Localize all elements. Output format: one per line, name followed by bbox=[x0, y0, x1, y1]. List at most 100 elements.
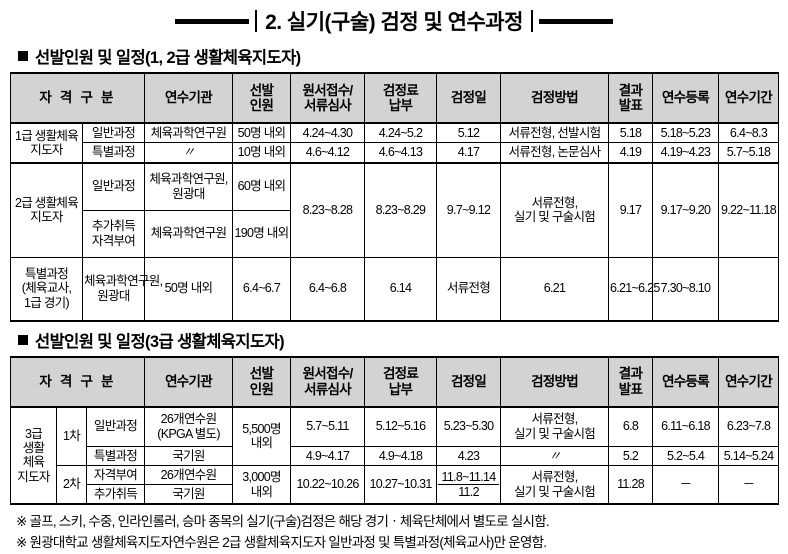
group-label-level2-line1: 2급 생활체육 bbox=[14, 195, 79, 210]
exam-date-secondary: 11.2 bbox=[458, 485, 479, 499]
quota-line1: 5,500명 bbox=[242, 421, 281, 436]
group-label-level3: 3급 생활 체육 지도자 bbox=[10, 406, 57, 505]
col-institution: 연수기관 bbox=[144, 356, 234, 408]
register-period: 5.2~5.4 bbox=[652, 445, 720, 466]
training-period: 5.14~5.24 bbox=[718, 445, 780, 466]
quota-line1: 3,000명 bbox=[242, 470, 281, 485]
square-bullet-icon bbox=[18, 334, 28, 345]
group-label-level3-line3: 체육 bbox=[22, 455, 45, 470]
col-exam-date: 검정일 bbox=[436, 356, 502, 408]
stage-label-2: 2차 bbox=[56, 464, 87, 505]
course-name: 일반과정 bbox=[82, 161, 145, 211]
col-period: 연수기간 bbox=[718, 356, 780, 408]
page-title-text: 2. 실기(구술) 검정 및 연수과정 bbox=[265, 11, 523, 34]
course-name: 특별과정 bbox=[82, 142, 145, 163]
col-exam-method: 검정방법 bbox=[500, 356, 610, 408]
col-exam-method: 검정방법 bbox=[500, 72, 609, 124]
col-exam-date: 검정일 bbox=[436, 72, 501, 124]
institution: 26개연수원 (KPGA 별도) bbox=[144, 406, 234, 447]
exam-method: 서류전형, 실기 및 구술시험 bbox=[500, 464, 610, 505]
exam-date: 5.23~5.30 bbox=[436, 406, 502, 447]
table-row: 3급 생활 체육 지도자 1차 일반과정 26개연수원 (KPGA 별도) 5,… bbox=[10, 406, 780, 505]
col-result-line1: 결과 bbox=[618, 366, 643, 382]
result-date: 9.17 bbox=[608, 161, 653, 258]
training-period: 9.22~11.18 bbox=[718, 161, 779, 258]
section-heading-1: 선발인원 및 일정(1, 2급 생활체육지도자) bbox=[18, 44, 778, 68]
exam-method: 서류전형, 선발시험 bbox=[500, 122, 609, 144]
col-quota-line1: 선발 bbox=[249, 82, 274, 98]
fee-period: 10.27~10.31 bbox=[364, 464, 438, 505]
application-period: 4.9~4.17 bbox=[290, 445, 366, 466]
training-period: 6.23~7.8 bbox=[718, 406, 780, 447]
exam-date: 6.14 bbox=[364, 256, 437, 321]
course-name: 특별과정 (체육교사, 1급 경기) bbox=[10, 256, 83, 321]
table-row: 2급 생활체육 지도자 일반과정 체육과학연구원, 원광대 60명 내외 8.2… bbox=[10, 161, 779, 258]
col-fee-line2: 납부 bbox=[388, 381, 413, 397]
quota: 50명 내외 bbox=[232, 122, 291, 144]
institution-line2: 원광대 bbox=[172, 186, 205, 201]
document-page: 2. 실기(구술) 검정 및 연수과정 선발인원 및 일정(1, 2급 생활체육… bbox=[9, 0, 780, 550]
register-period: － bbox=[652, 464, 720, 505]
exam-date: 9.7~9.12 bbox=[436, 161, 501, 258]
quota: 5,500명 내외 bbox=[232, 406, 292, 466]
col-register: 연수등록 bbox=[652, 356, 720, 408]
table-row: 2차 자격부여 26개연수원 3,000명 내외 10.22~10.26 10.… bbox=[11, 464, 780, 505]
page-title: 2. 실기(구술) 검정 및 연수과정 bbox=[10, 0, 778, 38]
col-quota-line1: 선발 bbox=[249, 366, 274, 382]
exam-method-line2: 실기 및 구술시험 bbox=[513, 426, 596, 441]
course-name: 추가취득 bbox=[85, 484, 146, 505]
course-name-line3: 1급 경기) bbox=[24, 295, 70, 310]
course-name-line2: 자격부여 bbox=[91, 233, 136, 248]
exam-date: 4.17 bbox=[436, 142, 501, 163]
institution: 체육과학연구원, 원광대 bbox=[82, 256, 163, 321]
title-bracket-right bbox=[530, 10, 533, 32]
result-date: 5.18 bbox=[608, 122, 653, 144]
exam-method: 서류전형, 논문심사 bbox=[500, 142, 609, 163]
col-quota: 선발 인원 bbox=[232, 356, 292, 408]
table-header-row: 자 격 구 분 연수기관 선발 인원 원서접수/ 서류심사 검정료 납부 검정일… bbox=[10, 72, 779, 124]
institution-line2: 원광대 bbox=[97, 288, 130, 303]
exam-date-split: 11.8~11.14 11.2 bbox=[436, 464, 502, 505]
group-label-level1-line1: 1급 생활체육 bbox=[14, 128, 79, 143]
table-row: 1급 생활체육 지도자 일반과정 체육과학연구원 50명 내외 4.24~4.3… bbox=[10, 122, 779, 163]
exam-method-line1: 서류전형, bbox=[531, 412, 579, 427]
application-period: 8.23~8.28 bbox=[290, 161, 365, 258]
stage-label-1: 1차 bbox=[56, 406, 87, 466]
exam-method-ditto: 〃 bbox=[500, 445, 610, 466]
col-fee: 검정료 납부 bbox=[364, 72, 437, 124]
exam-method: 서류전형, 실기 및 구술시험 bbox=[500, 161, 609, 258]
col-quota-line2: 인원 bbox=[249, 98, 274, 113]
schedule-table-level1-2: 자 격 구 분 연수기관 선발 인원 원서접수/ 서류심사 검정료 납부 검정일… bbox=[10, 72, 779, 322]
group-label-level2-line2: 지도자 bbox=[30, 210, 63, 224]
institution: 체육과학연구원 bbox=[144, 122, 233, 144]
institution-line1: 체육과학연구원, bbox=[84, 274, 163, 289]
table-header-row: 자 격 구 분 연수기관 선발 인원 원서접수/ 서류심사 검정료 납부 검정일… bbox=[9, 356, 780, 408]
quota: 190명 내외 bbox=[232, 209, 291, 258]
group-label-level3-line1: 3급 bbox=[24, 426, 43, 441]
institution: 국기원 bbox=[144, 445, 234, 466]
result-date: 4.19 bbox=[608, 142, 653, 163]
exam-method-line1: 서류전형, bbox=[531, 195, 579, 210]
col-application-line2: 서류심사 bbox=[304, 381, 352, 397]
table-row: 추가취득 국기원 bbox=[11, 484, 779, 505]
group-label-level1-line2: 지도자 bbox=[30, 142, 63, 157]
section-heading-2-text: 선발인원 및 일정(3급 생활체육지도자) bbox=[35, 332, 285, 351]
col-result-line2: 발표 bbox=[618, 381, 643, 397]
table-row: 특별과정 (체육교사, 1급 경기) 체육과학연구원, 원광대 50명 내외 6… bbox=[10, 256, 779, 321]
course-name: 일반과정 bbox=[82, 122, 145, 144]
quota: 10명 내외 bbox=[232, 142, 291, 163]
course-name: 일반과정 bbox=[85, 406, 146, 447]
exam-date: 4.23 bbox=[436, 445, 502, 466]
application-period: 6.4~6.7 bbox=[232, 256, 291, 321]
course-name-line2: (체육교사, bbox=[21, 281, 72, 296]
quota: 3,000명 내외 bbox=[232, 464, 292, 505]
institution: 체육과학연구원 bbox=[144, 209, 233, 258]
training-period: 6.4~8.3 bbox=[718, 122, 779, 144]
group-label-level3-line2: 생활 bbox=[22, 441, 45, 456]
exam-method-line1: 서류전형, bbox=[531, 470, 579, 485]
result-date: 11.28 bbox=[608, 464, 654, 505]
col-register: 연수등록 bbox=[652, 72, 719, 124]
col-quota-line2: 인원 bbox=[249, 381, 274, 397]
result-date: 5.2 bbox=[608, 445, 654, 466]
institution-line2: (KPGA 별도) bbox=[157, 426, 220, 441]
